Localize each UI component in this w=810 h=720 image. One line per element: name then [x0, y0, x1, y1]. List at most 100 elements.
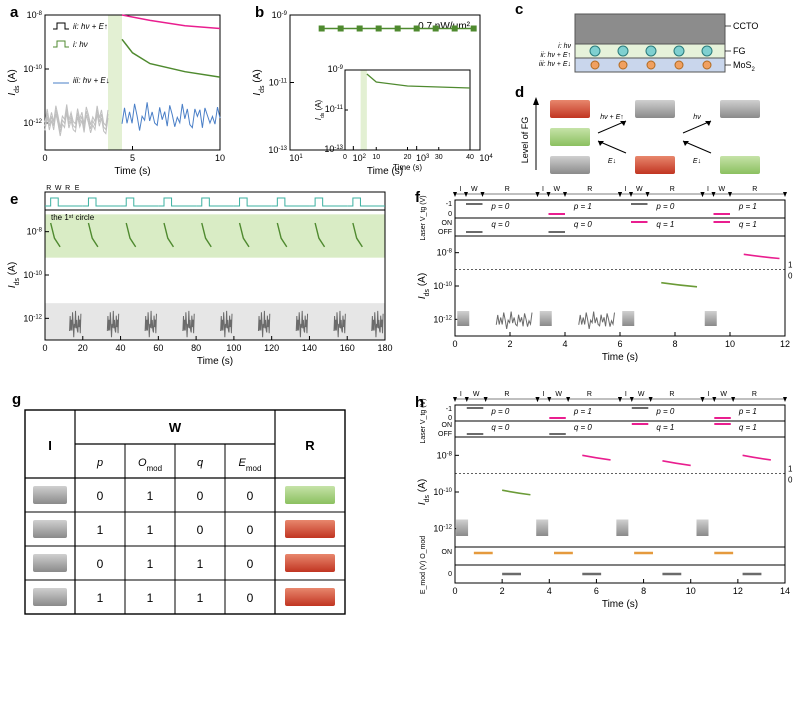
svg-text:R: R	[505, 186, 510, 193]
init-block	[697, 520, 709, 537]
svg-text:R: R	[669, 391, 674, 398]
init-block	[456, 520, 468, 537]
svg-text:Ids (A): Ids (A)	[252, 69, 266, 95]
svg-text:R: R	[65, 185, 70, 192]
svg-text:g: g	[12, 391, 21, 408]
energy-block	[550, 100, 590, 118]
svg-text:ON: ON	[442, 422, 453, 429]
svg-text:R: R	[46, 185, 51, 192]
svg-text:d: d	[515, 84, 524, 101]
svg-text:14: 14	[780, 586, 790, 596]
svg-text:Time (s): Time (s)	[393, 163, 422, 172]
svg-text:p = 1: p = 1	[573, 407, 592, 416]
table-i-block	[33, 554, 67, 572]
svg-text:Ids (A): Ids (A)	[7, 262, 21, 288]
panel-a: a051010-1210-1010-8Time (s)Ids (A)ii: hν…	[7, 4, 225, 177]
plot-frame	[45, 15, 220, 150]
svg-text:10-12: 10-12	[433, 524, 452, 534]
mos2-node	[591, 61, 599, 69]
init-block	[622, 311, 634, 326]
read-trace	[743, 455, 771, 460]
svg-text:10-11: 10-11	[325, 104, 344, 114]
table-r-block	[285, 554, 335, 572]
table-r-block	[285, 588, 335, 606]
read-trace	[662, 461, 690, 466]
svg-text:W: W	[555, 391, 562, 398]
svg-text:20: 20	[404, 154, 412, 161]
fg-node	[646, 46, 656, 56]
fg-node	[590, 46, 600, 56]
svg-text:q = 0: q = 0	[574, 220, 593, 229]
svg-text:W: W	[636, 186, 643, 193]
svg-text:W: W	[55, 185, 62, 192]
svg-text:0: 0	[42, 153, 47, 163]
table-cell: 1	[197, 557, 204, 571]
col-header-i: I	[48, 438, 52, 453]
mos2-node	[675, 61, 683, 69]
svg-text:0: 0	[788, 271, 793, 280]
table-r-block	[285, 520, 335, 538]
svg-text:p = 1: p = 1	[738, 407, 757, 416]
svg-text:10-10: 10-10	[433, 487, 452, 497]
read-trace	[661, 283, 697, 287]
layer-label-fg: FG	[733, 46, 746, 56]
svg-text:R: R	[504, 391, 509, 398]
svg-text:q = 1: q = 1	[739, 220, 757, 229]
energy-block	[635, 156, 675, 174]
svg-text:0: 0	[452, 339, 457, 349]
svg-text:1: 1	[788, 465, 793, 474]
svg-text:0: 0	[343, 154, 347, 161]
emod-omod-label: E_mod (V) O_mod	[420, 536, 427, 594]
svg-text:OFF: OFF	[438, 431, 452, 438]
svg-text:10-13: 10-13	[268, 145, 287, 155]
table-i-block	[33, 588, 67, 606]
trace-i	[122, 39, 220, 77]
svg-text:q = 1: q = 1	[656, 423, 674, 432]
svg-text:I: I	[707, 391, 709, 398]
svg-text:Laser V_tg (V): Laser V_tg (V)	[420, 398, 427, 443]
svg-text:8: 8	[641, 586, 646, 596]
svg-text:I: I	[542, 391, 544, 398]
svg-text:12: 12	[733, 586, 743, 596]
svg-text:p = 0: p = 0	[655, 202, 675, 211]
table-i-block	[33, 486, 67, 504]
svg-text:30: 30	[435, 154, 443, 161]
left-label-2: iii: hν + E↓	[539, 61, 571, 68]
laser-vtg-label: Laser V_tg (V)	[420, 195, 427, 240]
svg-text:ii: hν + E↑: ii: hν + E↑	[73, 22, 108, 31]
svg-text:12: 12	[780, 339, 790, 349]
svg-text:OFF: OFF	[438, 229, 452, 236]
svg-text:c: c	[515, 1, 523, 18]
svg-text:103: 103	[416, 153, 430, 163]
svg-text:10-8: 10-8	[437, 248, 453, 258]
svg-text:20: 20	[78, 343, 88, 353]
table-cell: 1	[147, 523, 154, 537]
svg-text:40: 40	[466, 154, 474, 161]
svg-text:10-10: 10-10	[23, 64, 42, 74]
svg-text:10-10: 10-10	[433, 281, 452, 291]
svg-text:I: I	[460, 391, 462, 398]
energy-block	[635, 100, 675, 118]
svg-text:hν + E↑: hν + E↑	[600, 114, 624, 121]
svg-text:40: 40	[116, 343, 126, 353]
svg-text:0: 0	[448, 415, 452, 422]
left-label-0: i: hν	[558, 43, 571, 50]
svg-text:10-9: 10-9	[328, 64, 344, 74]
table-r-block	[285, 486, 335, 504]
svg-text:10: 10	[686, 586, 696, 596]
init-block	[705, 311, 717, 326]
svg-text:0: 0	[42, 343, 47, 353]
svg-text:q = 0: q = 0	[491, 423, 510, 432]
svg-text:4: 4	[547, 586, 552, 596]
panel-e: e02040608010012014016018010-1210-1010-8T…	[7, 185, 393, 367]
table-cell: 0	[247, 523, 254, 537]
svg-text:2: 2	[500, 586, 505, 596]
svg-text:10-13: 10-13	[324, 144, 343, 154]
svg-text:E↓: E↓	[693, 158, 701, 165]
panel-h: hIWRIWRIWRIWR-10p = 0p = 1p = 0p = 1ONOF…	[415, 391, 793, 610]
svg-text:ON: ON	[442, 220, 453, 227]
svg-text:Time (s): Time (s)	[197, 356, 233, 367]
sub-header-e-mod: Emod	[239, 457, 262, 473]
svg-text:0: 0	[788, 476, 793, 485]
init-block	[616, 520, 628, 537]
